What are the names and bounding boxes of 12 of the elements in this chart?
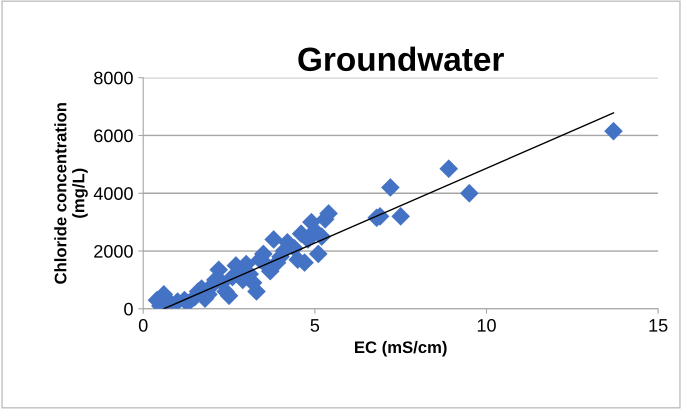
chart-title: Groundwater [298,46,504,72]
x-tick-label: 15 [649,319,668,332]
y-tick-label: 4000 [94,187,133,200]
x-tick-label: 5 [310,319,320,332]
y-tick-label: 6000 [94,129,133,142]
y-tick-label: 2000 [94,244,133,258]
x-tick-label: 0 [138,318,148,332]
y-tick-label: 8000 [94,72,133,84]
y-axis-title: Chloride concentration (mg/L) [54,103,88,284]
x-tick-label: 10 [478,318,496,332]
y-tick-label: 0 [124,302,133,316]
x-axis-title: EC (mS/cm) [355,340,447,356]
